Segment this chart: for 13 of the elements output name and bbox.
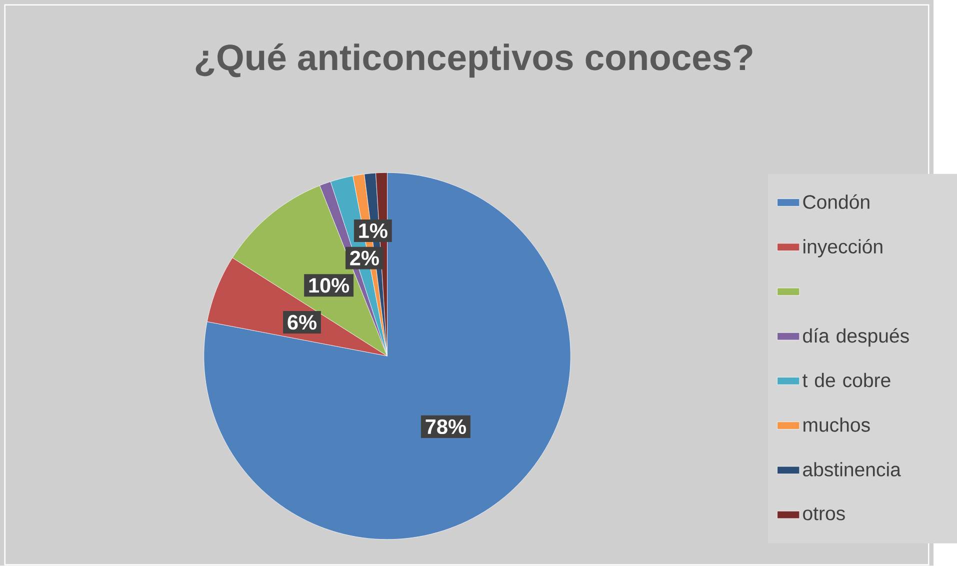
- data-label: 6%: [288, 315, 316, 330]
- legend-label: día después: [803, 328, 909, 347]
- legend-label: otros: [803, 508, 845, 520]
- legend-label: t de cobre: [802, 373, 890, 388]
- data-label: 10%: [309, 278, 350, 293]
- data-label: 1%: [359, 224, 388, 238]
- legend-label: muchos: [804, 418, 870, 432]
- data-label: 78%: [426, 419, 466, 434]
- chart-title: ¿Qué anticonceptivos conoces?: [196, 43, 752, 78]
- legend-label: Condón: [803, 194, 870, 210]
- legend-label: abstinencia: [803, 462, 901, 477]
- data-label: 2%: [350, 250, 379, 266]
- legend-label: inyección: [804, 239, 882, 258]
